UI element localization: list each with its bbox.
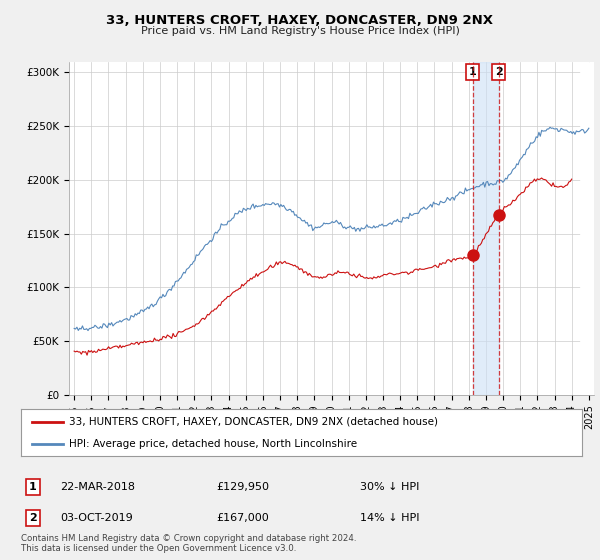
Text: 2: 2 <box>29 513 37 523</box>
Text: 14% ↓ HPI: 14% ↓ HPI <box>360 513 419 523</box>
Text: 30% ↓ HPI: 30% ↓ HPI <box>360 482 419 492</box>
Text: 22-MAR-2018: 22-MAR-2018 <box>60 482 135 492</box>
Text: 1: 1 <box>469 67 476 77</box>
Text: 1: 1 <box>29 482 37 492</box>
Text: 33, HUNTERS CROFT, HAXEY, DONCASTER, DN9 2NX (detached house): 33, HUNTERS CROFT, HAXEY, DONCASTER, DN9… <box>68 417 437 427</box>
Text: 03-OCT-2019: 03-OCT-2019 <box>60 513 133 523</box>
Text: 2: 2 <box>495 67 503 77</box>
Bar <box>473 62 499 395</box>
Text: Price paid vs. HM Land Registry's House Price Index (HPI): Price paid vs. HM Land Registry's House … <box>140 26 460 36</box>
Bar <box>580 62 594 395</box>
Text: £167,000: £167,000 <box>216 513 269 523</box>
Text: HPI: Average price, detached house, North Lincolnshire: HPI: Average price, detached house, Nort… <box>68 438 357 449</box>
Text: 33, HUNTERS CROFT, HAXEY, DONCASTER, DN9 2NX: 33, HUNTERS CROFT, HAXEY, DONCASTER, DN9… <box>107 14 493 27</box>
Text: Contains HM Land Registry data © Crown copyright and database right 2024.
This d: Contains HM Land Registry data © Crown c… <box>21 534 356 553</box>
Text: £129,950: £129,950 <box>216 482 269 492</box>
